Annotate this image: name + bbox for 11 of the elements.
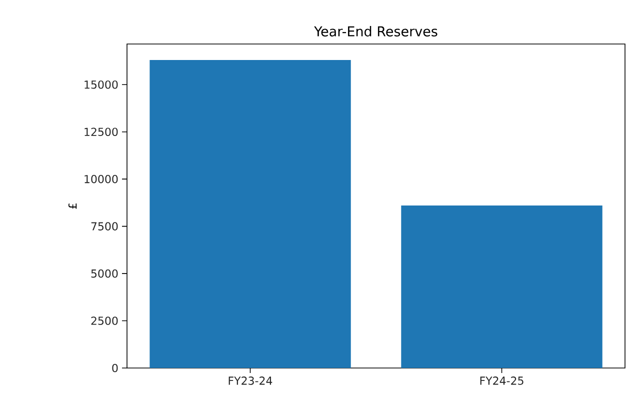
chart-title: Year-End Reserves [314,26,438,36]
y-tick-label: 15000 [84,80,118,89]
y-tick-label: 10000 [84,174,118,184]
x-tick-label: FY24-25 [480,376,524,385]
y-tick-label: 7500 [91,222,118,230]
y-tick-label: 0 [112,364,118,372]
y-axis-title: £ [68,203,77,209]
y-tick-label: 2500 [91,316,118,325]
y-tick-label: 12500 [84,128,118,136]
x-tick-label: FY23-24 [228,376,272,385]
y-tick-label: 5000 [91,269,118,278]
